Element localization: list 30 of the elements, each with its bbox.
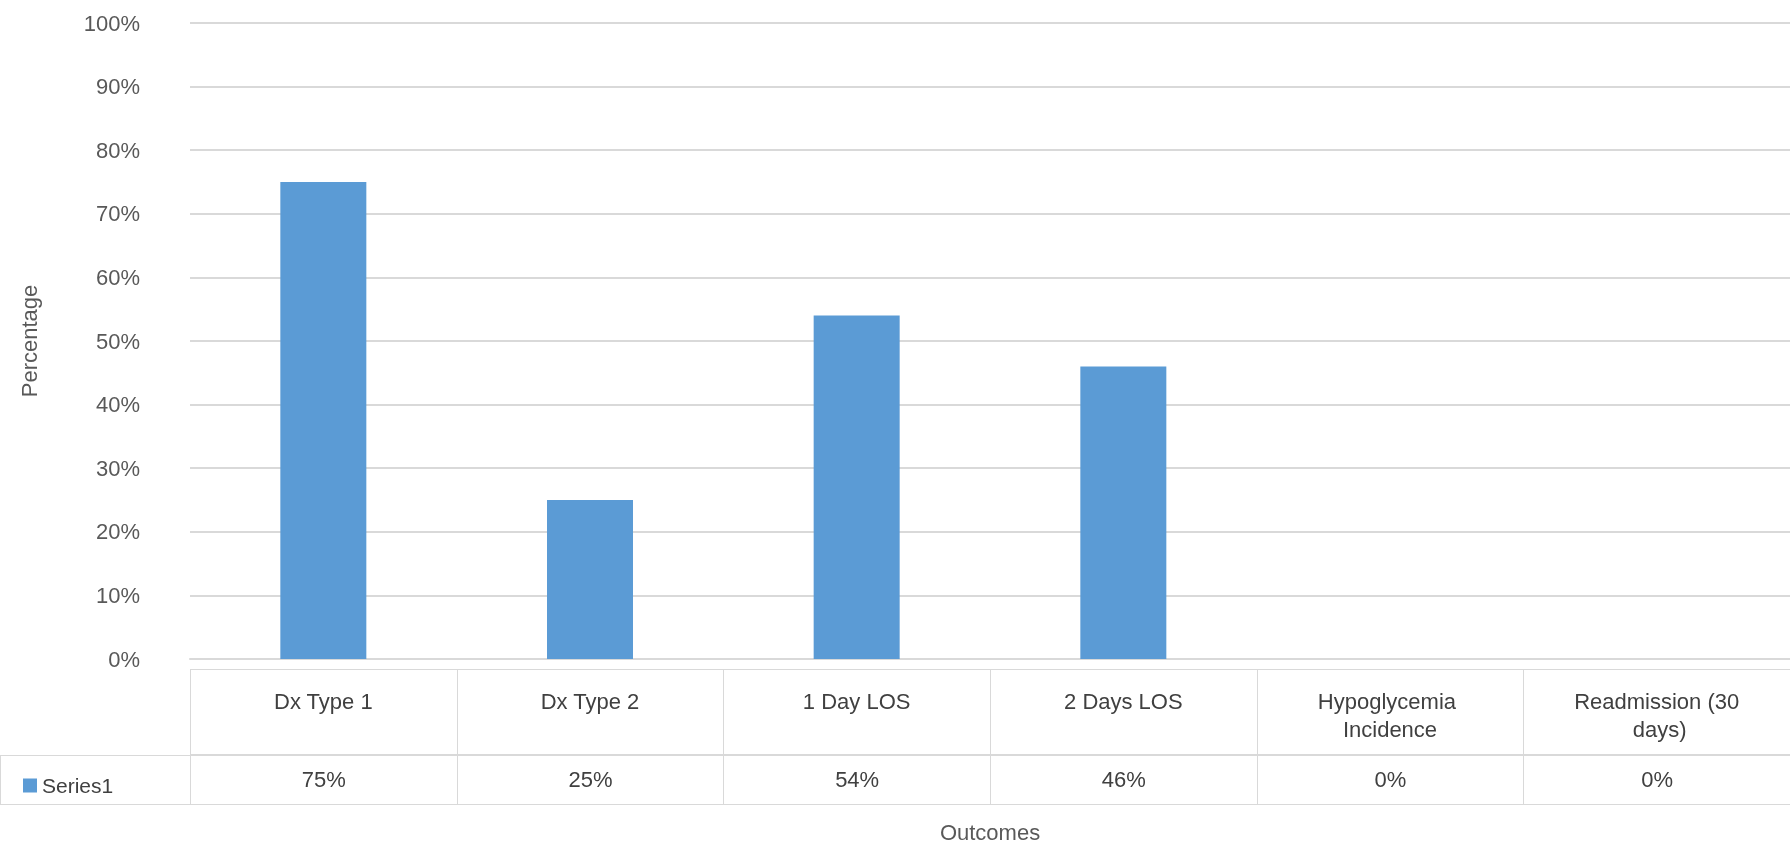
x-tick-label: Dx Type 1: [274, 688, 373, 714]
y-tick-label: 80%: [95, 137, 140, 163]
y-tick-label: 10%: [95, 582, 140, 608]
data-label: 46%: [990, 755, 1258, 805]
x-tick-label: 2 Days LOS: [1064, 688, 1183, 714]
y-tick-label: 90%: [95, 74, 140, 100]
data-label: 0%: [1523, 755, 1790, 805]
y-tick-label: 60%: [95, 264, 140, 290]
y-tick-label: 0%: [108, 646, 140, 672]
data-label: 0%: [1256, 755, 1525, 805]
y-tick-label: 70%: [95, 201, 140, 227]
x-axis-title: Outcomes: [939, 819, 1041, 845]
y-tick-label: 100%: [83, 10, 140, 36]
bar: [1080, 366, 1167, 659]
data-label: 54%: [723, 755, 991, 805]
y-tick-label: 30%: [95, 455, 140, 481]
y-tick-label: 20%: [95, 519, 140, 545]
legend-label: Series1: [42, 774, 114, 797]
y-axis-title: Percentage: [16, 284, 42, 398]
x-tick-label: 1 Day LOS: [802, 688, 911, 714]
x-tick-label: Dx Type 2: [540, 688, 640, 714]
y-tick-label: 40%: [95, 392, 140, 418]
bar: [813, 315, 900, 659]
x-tick-label: Hypoglycemia Incidence: [1317, 688, 1463, 742]
bar: [280, 182, 367, 659]
data-label: 75%: [190, 755, 458, 805]
y-tick-label: 50%: [95, 328, 140, 354]
x-tick-label: Readmission (30 days): [1574, 688, 1740, 742]
bar: [547, 500, 633, 659]
data-label: 25%: [456, 755, 725, 805]
